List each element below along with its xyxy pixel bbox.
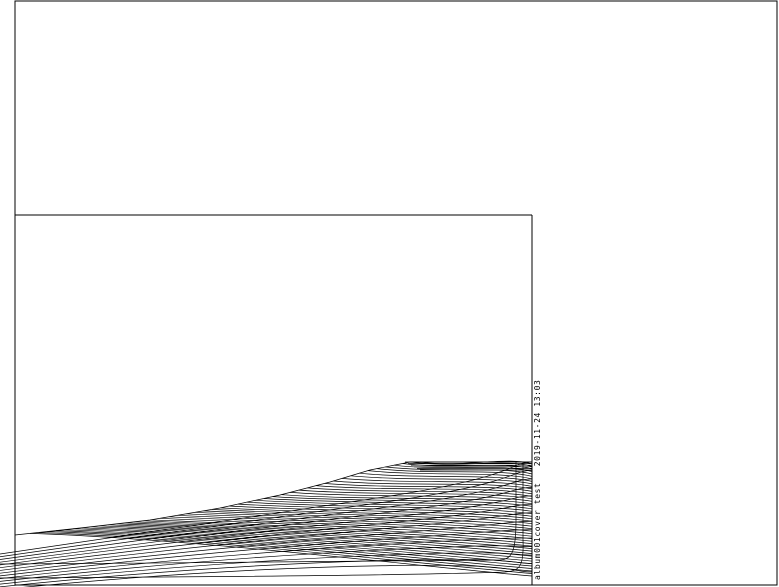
fan-curve (177, 514, 533, 535)
fan-curve (307, 487, 533, 497)
fan-curve (55, 530, 533, 569)
flow-curve (0, 520, 533, 574)
fan-curve (81, 527, 533, 562)
fan-curve (281, 494, 533, 505)
fan-curve (237, 503, 533, 517)
fan-curve (359, 472, 533, 482)
fan-curve (73, 528, 533, 564)
flow-curve (0, 503, 533, 569)
fan-curve (341, 478, 533, 487)
fan-curve (376, 468, 533, 477)
flow-curve (0, 537, 533, 579)
fan-curve (393, 464, 533, 472)
fan-curve (107, 524, 533, 554)
fan-curve (159, 517, 533, 540)
fan-curve (203, 510, 533, 527)
lower-boundary-curve-2 (0, 462, 517, 565)
fan-curve (229, 505, 533, 520)
fan-curve (272, 496, 533, 507)
fan-curve (151, 519, 533, 542)
fan-curve (133, 521, 533, 547)
fan-curve (38, 532, 533, 574)
outer-frame (14, 0, 778, 586)
fan-curve (246, 501, 533, 515)
fan-curve (168, 516, 533, 537)
curve-family (0, 460, 533, 587)
fan-curve (47, 531, 533, 572)
flow-curve (0, 545, 533, 582)
fan-curve (367, 470, 533, 480)
fan-curve (333, 480, 533, 490)
flow-curve (0, 495, 533, 566)
fan-curve (298, 489, 533, 500)
fan-curve (125, 522, 533, 549)
fan-curve (116, 523, 533, 552)
fan-curve (263, 498, 533, 510)
figure-caption: album001cover test 2019-11-24 13:03 (533, 379, 542, 580)
fan-curve (255, 499, 533, 512)
lower-boundary-curve (0, 462, 524, 579)
envelope-curve (14, 461, 532, 536)
fan-curve (142, 520, 533, 544)
fan-curve (64, 529, 533, 567)
fan-curve (185, 513, 533, 532)
fan-curve (90, 526, 533, 559)
fan-curve (315, 485, 533, 495)
fan-curve (324, 483, 533, 492)
fan-curve (29, 533, 533, 577)
fan-curve (220, 507, 533, 522)
fan-curve (211, 509, 533, 525)
fan-curve (99, 525, 533, 557)
fan-curve (194, 511, 533, 530)
fan-curve (350, 475, 533, 485)
fan-curve (289, 492, 533, 502)
